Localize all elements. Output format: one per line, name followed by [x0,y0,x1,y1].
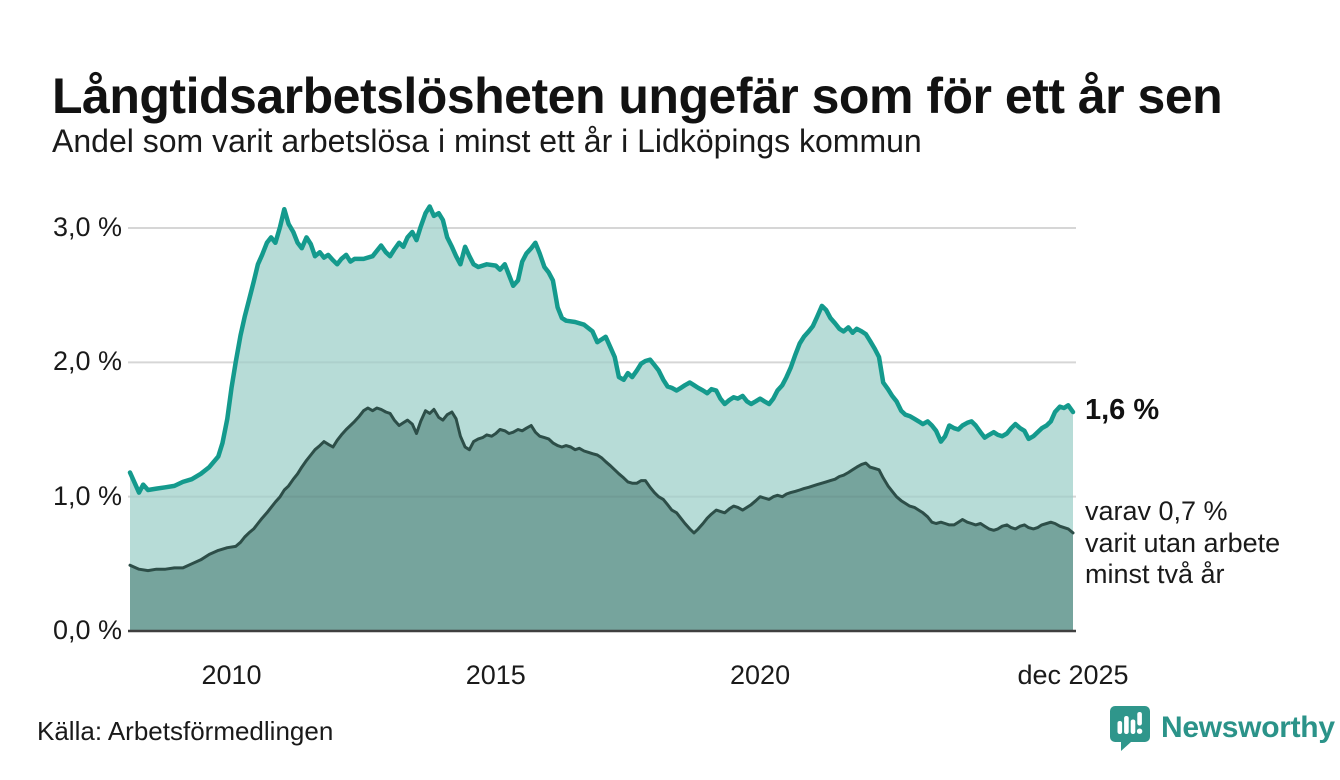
area-unemployed-2yr [130,408,1073,631]
area-chart-canvas [127,204,1076,633]
page-subtitle: Andel som varit arbetslösa i minst ett å… [52,123,922,159]
source-label: Källa: Arbetsförmedlingen [37,716,334,746]
line-total-unemployed-1yr [127,204,1076,495]
x-tick-label: 2010 [201,660,262,690]
y-tick-label: 1,0 % [52,480,122,511]
secondary-value-label: varav 0,7 % varit utan arbete minst två … [1085,496,1281,589]
x-tick-label: 2020 [730,660,791,690]
newsworthy-logo-icon [1110,706,1150,751]
line-unemployed-2yr [128,406,1075,573]
y-tick-label: 0,0 % [52,615,122,645]
latest-value-label: 1,6 % [1085,394,1160,426]
brand-name: Newsworthy [1161,711,1335,744]
x-tick-label: dec 2025 [1017,660,1129,690]
brand-logo: Newsworthy [1108,704,1335,752]
y-tick-label: 2,0 % [52,346,122,377]
page-title: Långtidsarbetslösheten ungefär som för e… [52,67,1223,124]
x-tick-label: 2015 [465,660,526,690]
y-tick-label: 3,0 % [52,212,122,242]
